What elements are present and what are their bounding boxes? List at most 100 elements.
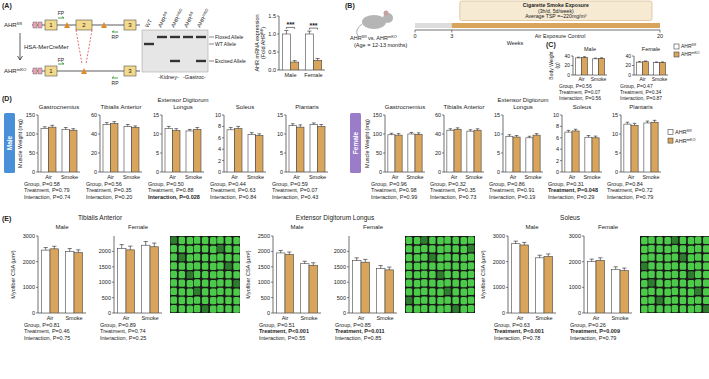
tick-label: 5 bbox=[156, 150, 159, 156]
superscript: mKO bbox=[175, 8, 183, 18]
tick bbox=[442, 115, 444, 116]
tick-label: 1000 bbox=[334, 279, 346, 285]
tick bbox=[98, 134, 100, 135]
fiber bbox=[688, 288, 694, 295]
tick-label: 0 bbox=[556, 169, 559, 175]
tick-label: 2000 bbox=[334, 248, 346, 254]
tick-label: 1000 bbox=[99, 279, 111, 285]
fiber bbox=[688, 254, 694, 261]
superscript: fl/fl bbox=[687, 129, 692, 133]
error-bar bbox=[236, 126, 240, 128]
fiber bbox=[664, 288, 670, 295]
error-bar bbox=[410, 132, 414, 134]
bar bbox=[526, 138, 533, 172]
error-bar bbox=[307, 31, 311, 34]
fiber bbox=[688, 246, 694, 253]
legend-label: AHRmKO bbox=[675, 138, 695, 144]
chart-title: Male bbox=[584, 46, 596, 52]
error-bar bbox=[44, 248, 48, 251]
chart-title: Gastrocnemius bbox=[39, 104, 79, 110]
fiber bbox=[429, 254, 435, 261]
fiber bbox=[452, 262, 458, 269]
error-bar bbox=[293, 61, 297, 62]
bar bbox=[592, 59, 598, 75]
fiber bbox=[437, 237, 443, 244]
fiber bbox=[452, 254, 458, 261]
fiber bbox=[680, 245, 686, 252]
promoter bbox=[33, 68, 37, 74]
category-label: Air bbox=[107, 174, 114, 180]
error-bar bbox=[152, 243, 156, 247]
error-bar bbox=[355, 258, 359, 261]
tick-label: 20 bbox=[91, 150, 97, 156]
band-label: Floxed Allele bbox=[215, 34, 244, 40]
fiber bbox=[461, 297, 467, 304]
tick bbox=[222, 126, 224, 127]
tick bbox=[501, 153, 503, 154]
superscript: fl/fl bbox=[692, 43, 697, 47]
superscript: fl/fl bbox=[362, 35, 367, 39]
tick-label: 0 bbox=[578, 310, 581, 316]
stat-text: Interaction, P=0.55 bbox=[259, 335, 305, 341]
fiber bbox=[452, 271, 458, 278]
marks bbox=[103, 122, 139, 172]
fiber bbox=[421, 288, 427, 295]
fiber bbox=[194, 271, 200, 278]
marks bbox=[511, 241, 552, 313]
fiber bbox=[688, 306, 694, 313]
fiber bbox=[656, 254, 662, 261]
bar bbox=[643, 62, 649, 75]
exon-label: 1 bbox=[49, 68, 53, 74]
stat-text: Interaction, P=0.20 bbox=[86, 194, 132, 200]
fiber bbox=[233, 237, 239, 244]
bar bbox=[592, 138, 599, 172]
marks bbox=[41, 125, 77, 172]
fiber bbox=[179, 305, 185, 312]
fiber bbox=[656, 262, 662, 269]
fiber bbox=[695, 288, 701, 295]
gel-band bbox=[196, 60, 206, 62]
error-bar bbox=[633, 123, 637, 125]
bar bbox=[474, 130, 481, 172]
category-label: Smoke bbox=[300, 315, 317, 321]
exon-label: 3 bbox=[128, 68, 132, 74]
error-bar bbox=[515, 136, 519, 138]
fiber bbox=[406, 305, 412, 312]
fiber bbox=[217, 296, 223, 303]
chart-title: Plantaris bbox=[295, 104, 318, 110]
band-pointer bbox=[209, 44, 214, 45]
bar bbox=[651, 122, 658, 172]
tick bbox=[36, 153, 38, 154]
superscript: fl/fl bbox=[260, 29, 264, 34]
y-axis bbox=[114, 236, 115, 313]
promoter bbox=[38, 68, 42, 74]
chart: 05001000150020002500AirSmokeMaleMyofiber… bbox=[245, 224, 321, 341]
tick bbox=[383, 134, 385, 135]
tick-label: 10 bbox=[612, 131, 618, 137]
tick-label: 6 bbox=[556, 135, 559, 141]
bar bbox=[300, 264, 309, 313]
tick-label: 2500 bbox=[258, 233, 270, 239]
tick bbox=[347, 297, 349, 298]
stat-text: Group, P=0.31 bbox=[548, 181, 584, 187]
fiber bbox=[461, 306, 467, 313]
gel-band bbox=[157, 36, 167, 38]
marks bbox=[388, 132, 422, 172]
fiber bbox=[187, 246, 193, 253]
bar bbox=[103, 125, 111, 173]
tick-label: 10 bbox=[277, 131, 283, 137]
chart: 051015AirSmokeExtensor DigitorumLongusGr… bbox=[148, 97, 209, 200]
lane-label: AHRfl/fl bbox=[183, 11, 197, 28]
bar bbox=[194, 129, 202, 172]
category-label: Smoke bbox=[141, 315, 158, 321]
chart-title: Male bbox=[525, 224, 539, 230]
fiber bbox=[194, 288, 200, 295]
fiber bbox=[641, 237, 647, 244]
fiber bbox=[233, 246, 239, 253]
superscript: mKO bbox=[388, 35, 397, 39]
tick bbox=[271, 297, 273, 298]
tick bbox=[222, 160, 224, 161]
fiber bbox=[414, 263, 420, 270]
category-label: Smoke bbox=[406, 174, 423, 180]
error-bar bbox=[50, 125, 54, 127]
